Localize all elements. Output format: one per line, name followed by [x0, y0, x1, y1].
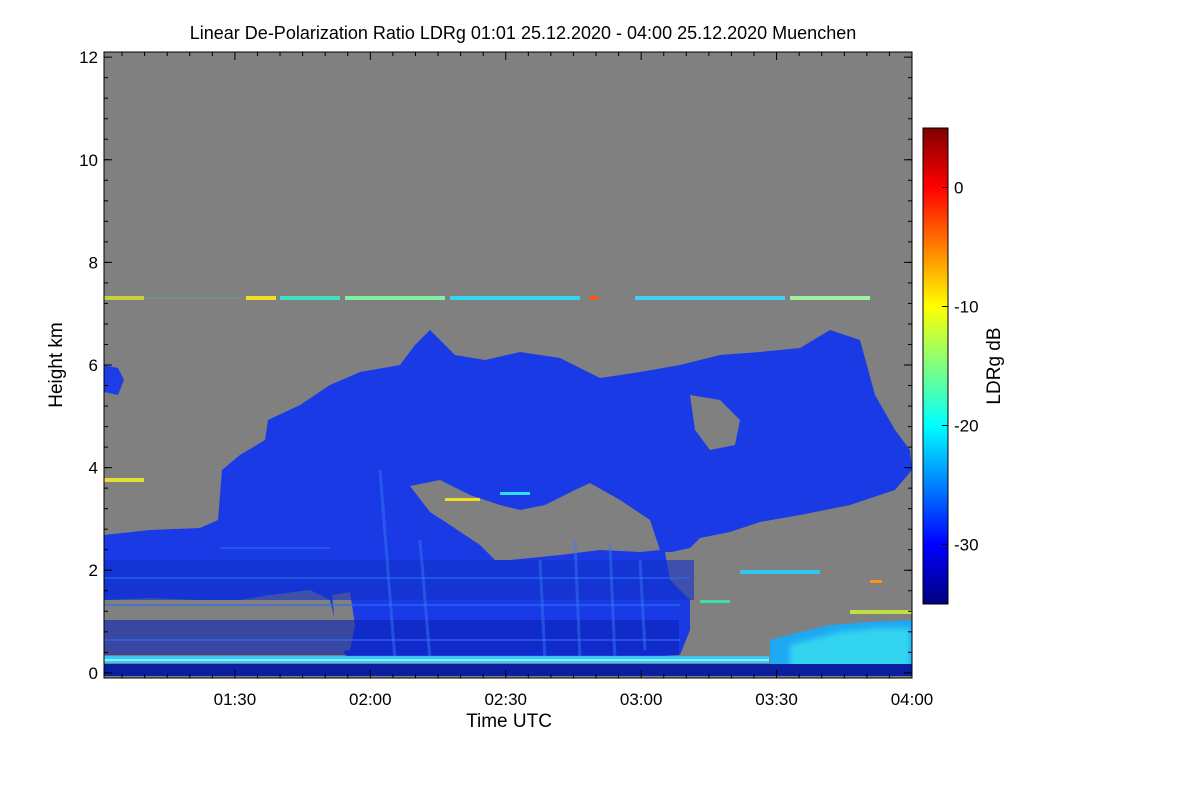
colorbar-tick-label: -30: [954, 536, 979, 555]
x-tick-label: 01:30: [214, 690, 257, 709]
x-axis-ticks: 01:30 02:00 02:30 03:00 03:30 04:00: [121, 52, 934, 709]
surface-region-cyan: [790, 628, 910, 672]
colorbar-ticks: 0 -10 -20 -30: [942, 179, 979, 555]
colorbar-tick-label: 0: [954, 179, 963, 198]
x-tick-label: 03:30: [755, 690, 798, 709]
y-tick-label: 6: [89, 356, 98, 375]
y-axis-ticks: 0 2 4 6 8 10 12: [79, 48, 912, 683]
colorbar: [922, 127, 949, 605]
y-tick-label: 8: [89, 253, 98, 272]
surface-dark: [104, 664, 912, 676]
colorbar-tick-label: -20: [954, 417, 979, 436]
lower-band-dark: [104, 620, 679, 655]
y-tick-label: 10: [79, 151, 98, 170]
y-tick-label: 0: [89, 664, 98, 683]
surface-cyan-line: [104, 659, 769, 661]
cloud-fragment-left: [104, 365, 124, 395]
chart-title: Linear De-Polarization Ratio LDRg 01:01 …: [190, 23, 856, 43]
x-tick-label: 03:00: [620, 690, 663, 709]
vertical-streaks: [378, 469, 647, 661]
lower-band: [104, 560, 694, 600]
colorbar-tick-label: -10: [954, 298, 979, 317]
high-ldr-specks: [104, 478, 912, 614]
x-axis-label: Time UTC: [466, 711, 552, 732]
y-axis-label: Height km: [46, 322, 67, 408]
y-tick-label: 2: [89, 561, 98, 580]
x-tick-label: 04:00: [891, 690, 934, 709]
gap-upper-right: [690, 395, 740, 450]
colorbar-label: LDRg dB: [984, 327, 1005, 404]
y-tick-label: 12: [79, 48, 98, 67]
thin-layer-7km: [104, 296, 870, 300]
ldr-heatmap: [104, 296, 912, 676]
streaks: [104, 547, 690, 641]
x-tick-label: 02:00: [349, 690, 392, 709]
gap-lower-right: [690, 560, 912, 638]
y-tick-label: 4: [89, 459, 98, 478]
x-tick-label: 02:30: [484, 690, 527, 709]
